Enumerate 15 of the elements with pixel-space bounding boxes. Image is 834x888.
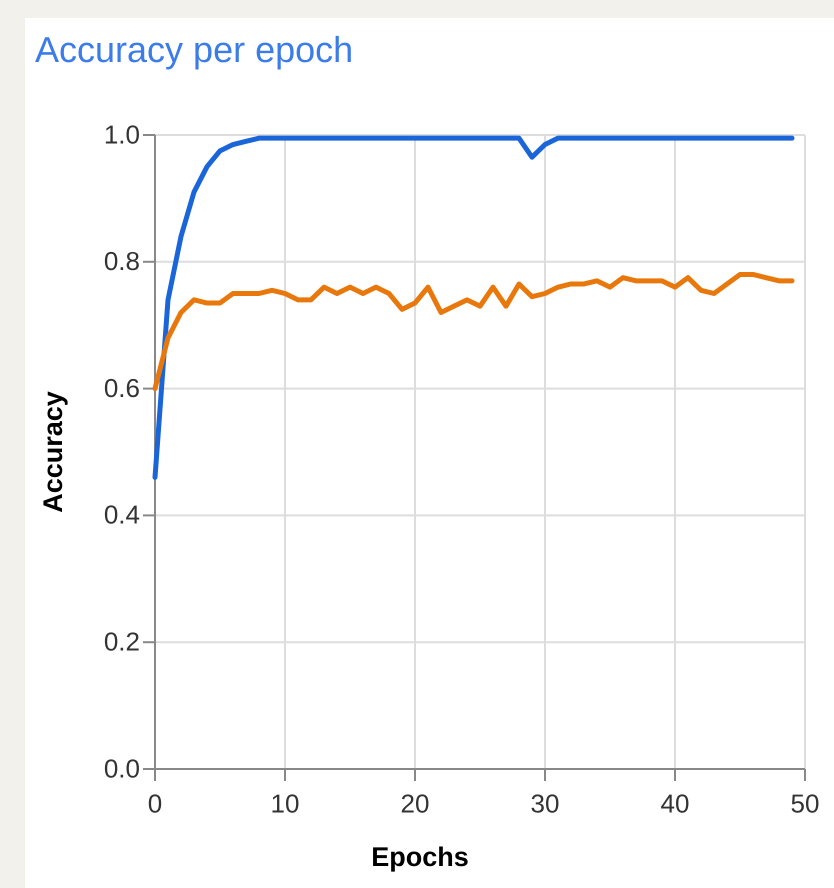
x-tick-label: 30	[530, 788, 560, 819]
y-tick-label: 0.8	[104, 246, 140, 276]
y-tick-label: 0.4	[104, 500, 140, 530]
x-tick-label: 10	[270, 788, 300, 819]
x-tick-label: 20	[400, 788, 430, 819]
y-tick-label: 1.0	[104, 119, 140, 150]
y-tick-label: 0.6	[104, 372, 140, 403]
y-axis-title: Accuracy	[38, 391, 68, 513]
y-tick-label: 0.2	[104, 626, 140, 657]
x-tick-label: 0	[148, 788, 162, 819]
y-tick-label: 0.0	[104, 753, 140, 784]
chart-title: Accuracy per epoch	[35, 29, 354, 70]
x-tick-label: 40	[660, 788, 690, 819]
x-axis-title: Epochs	[371, 842, 469, 872]
x-tick-label: 50	[790, 788, 820, 819]
